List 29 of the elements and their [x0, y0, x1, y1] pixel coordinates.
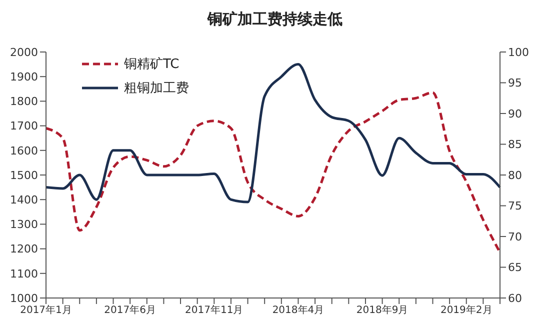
- y-tick-label: 1000: [10, 292, 38, 305]
- x-tick-label: 2018年4月: [272, 304, 324, 316]
- y-tick-label: 2000: [10, 46, 38, 59]
- y2-tick-label: 80: [508, 168, 522, 182]
- y-tick-label: 1200: [10, 242, 38, 256]
- y2-tick-label: 70: [508, 230, 522, 244]
- x-tick-label: 2017年6月: [104, 304, 156, 316]
- x-tick-label: 2017年1月: [20, 304, 72, 316]
- y-tick-label: 1400: [10, 194, 38, 207]
- x-tick-label: 2018年9月: [356, 304, 408, 316]
- y-tick-label: 1700: [10, 120, 38, 133]
- y2-tick-label: 95: [508, 76, 522, 90]
- x-tick-label: 2017年11月: [185, 304, 244, 316]
- y2-tick-label: 60: [508, 292, 522, 305]
- x-tick-label: 2019年2月: [440, 304, 492, 316]
- chart-title: 铜矿加工费持续走低: [206, 9, 344, 30]
- y2-tick-label: 75: [508, 200, 522, 213]
- y2-tick-label: 85: [508, 138, 522, 152]
- y-tick-label: 1100: [10, 267, 38, 280]
- y2-tick-label: 65: [508, 261, 522, 274]
- y-tick-label: 1500: [10, 168, 38, 182]
- y-tick-label: 1300: [10, 218, 38, 232]
- y-tick-label: 1600: [10, 144, 38, 158]
- y-tick-label: 1900: [10, 70, 38, 84]
- y2-tick-label: 100: [508, 46, 529, 59]
- y-tick-label: 1800: [10, 95, 38, 108]
- legend-label: 铜精矿TC: [124, 56, 180, 73]
- legend-label: 粗铜加工费: [124, 80, 189, 97]
- y2-tick-label: 90: [508, 107, 522, 120]
